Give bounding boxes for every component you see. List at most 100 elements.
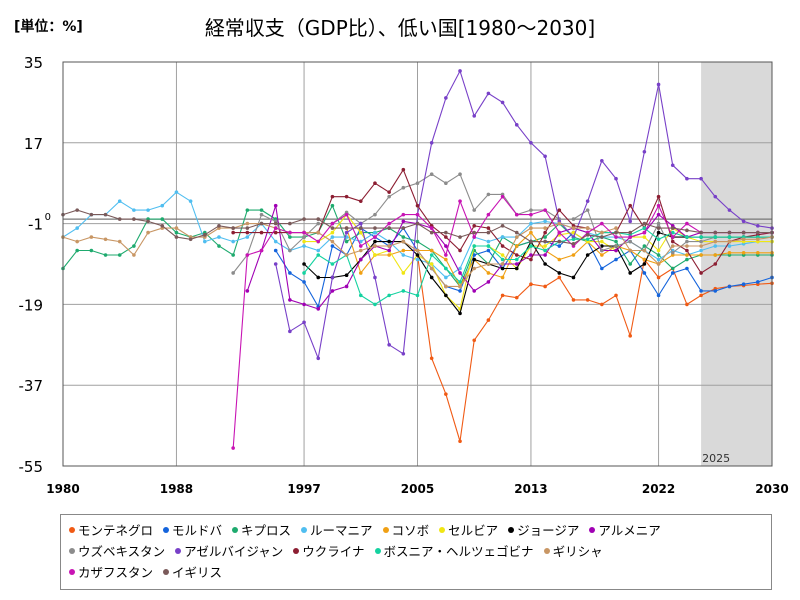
data-point xyxy=(89,235,94,239)
data-point xyxy=(656,293,661,298)
legend-marker xyxy=(293,547,300,554)
data-point xyxy=(103,237,108,242)
data-point xyxy=(741,219,746,224)
series-line xyxy=(275,69,773,361)
data-point xyxy=(458,235,462,239)
legend-item: モンテネグロ xyxy=(69,520,153,539)
legend-item: ルーマニア xyxy=(301,520,373,539)
data-point xyxy=(316,248,321,253)
data-point xyxy=(401,185,406,190)
data-point xyxy=(344,239,349,244)
data-point xyxy=(373,226,377,230)
data-point xyxy=(401,351,406,356)
data-point xyxy=(642,235,647,239)
data-point xyxy=(103,253,108,257)
data-point xyxy=(316,356,321,361)
data-point xyxy=(358,221,363,226)
data-point xyxy=(486,212,491,217)
data-point xyxy=(75,208,79,212)
legend-label: アルメニア xyxy=(598,523,661,538)
data-point xyxy=(472,235,477,239)
data-point xyxy=(571,217,576,221)
data-point xyxy=(387,253,391,257)
data-point xyxy=(146,230,150,235)
data-point xyxy=(75,248,79,253)
data-point xyxy=(75,226,79,230)
data-point xyxy=(302,244,306,248)
data-point xyxy=(273,248,278,253)
series-11 xyxy=(302,226,774,307)
data-point xyxy=(316,239,321,244)
legend-label: ウズベキスタン xyxy=(78,544,166,559)
data-point xyxy=(670,230,675,235)
data-point xyxy=(444,392,448,396)
data-point xyxy=(529,212,533,217)
data-point xyxy=(529,244,533,248)
legend-label: アゼルバイジャン xyxy=(184,544,284,559)
data-point xyxy=(358,293,363,298)
zero-label: 0 xyxy=(45,212,51,223)
data-point xyxy=(529,141,533,145)
data-point xyxy=(344,273,349,278)
data-point xyxy=(273,262,278,266)
data-point xyxy=(514,230,519,235)
data-point xyxy=(288,271,292,275)
data-point xyxy=(741,250,746,255)
data-point xyxy=(231,239,235,244)
data-point xyxy=(387,194,391,199)
data-point xyxy=(656,257,661,262)
data-point xyxy=(699,176,703,181)
data-point xyxy=(628,334,632,338)
x-tick-label: 2022 xyxy=(642,482,675,496)
data-point xyxy=(642,257,647,262)
data-point xyxy=(741,282,746,287)
data-point xyxy=(472,289,477,293)
data-point xyxy=(543,248,547,253)
data-point xyxy=(514,257,519,262)
data-point xyxy=(387,221,391,226)
data-point xyxy=(727,230,732,235)
data-point xyxy=(600,221,604,226)
data-point xyxy=(500,253,505,257)
data-point xyxy=(415,248,420,253)
x-tick-label: 2005 xyxy=(401,482,434,496)
unit-label: [単位：%] xyxy=(14,19,83,35)
data-point xyxy=(656,212,661,217)
legend-label: ジョージア xyxy=(517,523,580,538)
data-point xyxy=(458,271,462,275)
data-point xyxy=(699,230,703,235)
data-point xyxy=(344,284,349,289)
data-point xyxy=(429,141,434,145)
data-point xyxy=(529,221,533,226)
data-point xyxy=(543,235,547,239)
data-point xyxy=(387,190,391,194)
data-point xyxy=(571,275,576,280)
data-point xyxy=(500,235,505,239)
data-point xyxy=(273,226,278,230)
data-point xyxy=(500,244,505,248)
legend-row: カザフスタン イギリス xyxy=(69,562,763,583)
data-point xyxy=(89,212,94,217)
data-point xyxy=(444,235,448,239)
data-point xyxy=(685,239,689,244)
data-point xyxy=(174,235,179,239)
data-point xyxy=(656,262,661,266)
data-point xyxy=(472,114,477,118)
data-point xyxy=(543,230,547,235)
data-point xyxy=(699,239,703,244)
data-point xyxy=(316,221,321,226)
data-point xyxy=(330,275,335,280)
data-point xyxy=(713,230,718,235)
data-point xyxy=(500,266,505,271)
legend-item: コソボ xyxy=(382,520,429,539)
data-point xyxy=(330,262,335,266)
legend-marker xyxy=(69,568,75,575)
series-14 xyxy=(61,208,774,246)
y-tick-label: 35 xyxy=(24,54,43,72)
data-point xyxy=(316,275,321,280)
data-point xyxy=(614,230,618,235)
data-point xyxy=(330,230,335,235)
data-point xyxy=(699,248,703,253)
data-point xyxy=(458,266,462,271)
data-point xyxy=(458,289,462,293)
